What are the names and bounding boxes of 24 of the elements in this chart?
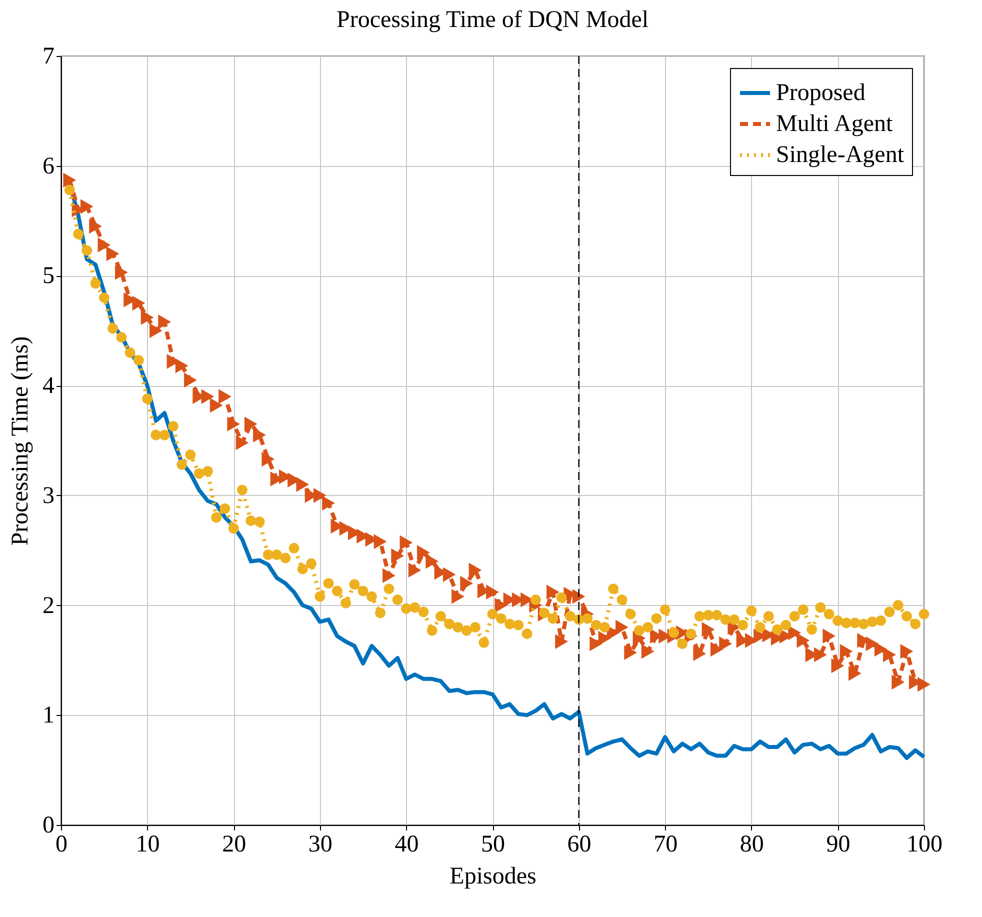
x-tick-label: 100 [906, 832, 942, 858]
y-tick-label: 5 [42, 263, 54, 290]
x-tick-label: 80 [740, 832, 764, 858]
chart-title: Processing Time of DQN Model [336, 7, 649, 33]
x-tick-label: 20 [222, 832, 246, 858]
y-tick-label: 2 [42, 592, 54, 619]
legend-label: Multi Agent [776, 111, 894, 137]
y-axis-title: Processing Time (ms) [8, 336, 34, 546]
x-tick-label: 30 [308, 832, 332, 858]
y-tick-label: 4 [42, 373, 54, 400]
y-tick-label: 6 [42, 153, 54, 180]
x-tick-label: 60 [567, 832, 592, 858]
legend-label: Single-Agent [776, 142, 904, 168]
legend-label: Proposed [776, 80, 866, 106]
x-tick-label: 70 [654, 832, 678, 858]
x-tick-label: 90 [826, 832, 850, 858]
x-tick-label: 10 [136, 832, 160, 858]
x-tick-label: 50 [481, 832, 505, 858]
y-tick-label: 3 [42, 482, 54, 509]
x-tick-label: 40 [394, 832, 419, 858]
y-tick-label: 1 [42, 702, 54, 729]
x-axis-title: Episodes [450, 864, 536, 890]
y-tick-label: 7 [42, 44, 54, 70]
y-tick-label: 0 [42, 812, 54, 838]
